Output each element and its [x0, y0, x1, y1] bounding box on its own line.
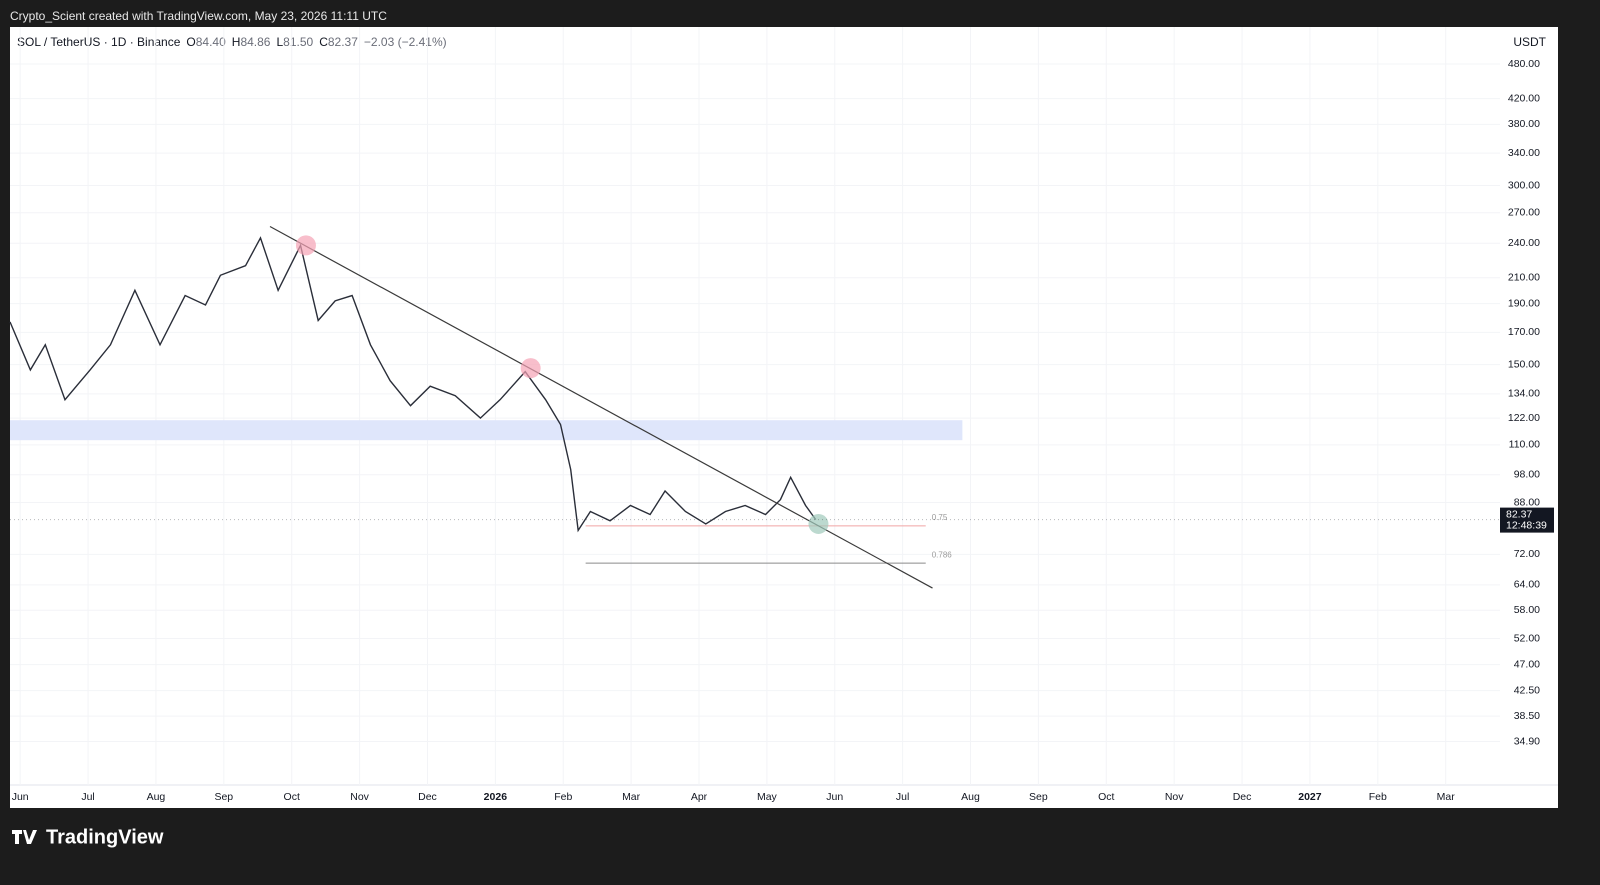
x-tick-label: Mar	[1437, 791, 1456, 803]
chart-panel	[10, 27, 1558, 808]
change: −2.03 (−2.41%)	[364, 35, 447, 49]
marker	[295, 235, 316, 256]
marker	[520, 358, 541, 379]
ohlc-label: L	[276, 35, 283, 49]
x-tick-label: Jun	[826, 791, 843, 803]
x-tick-label: Nov	[350, 791, 369, 803]
y-tick-label: 340.00	[1508, 147, 1540, 159]
x-tick-label: Aug	[961, 791, 980, 803]
y-tick-label: 88.00	[1514, 496, 1540, 508]
x-tick-label: Nov	[1165, 791, 1184, 803]
x-tick-label: Sep	[1029, 791, 1048, 803]
fib-label: 0.786	[932, 550, 953, 559]
x-tick-label: Dec	[1233, 791, 1252, 803]
x-tick-label: 2027	[1298, 791, 1322, 803]
y-tick-label: 52.00	[1514, 632, 1540, 644]
y-tick-label: 240.00	[1508, 237, 1540, 249]
y-tick-label: 42.50	[1514, 684, 1540, 696]
y-tick-label: 480.00	[1508, 58, 1540, 70]
y-tick-label: 300.00	[1508, 179, 1540, 191]
y-tick-label: 72.00	[1514, 548, 1540, 560]
chart-title: SOL / TetherUS · 1D · Binance	[17, 35, 181, 49]
x-tick-label: Sep	[214, 791, 233, 803]
ohlc-value: 81.50	[283, 35, 313, 49]
x-tick-label: Mar	[622, 791, 641, 803]
y-tick-label: 270.00	[1508, 207, 1540, 219]
currency: USDT	[1513, 35, 1546, 49]
y-tick-label: 380.00	[1508, 118, 1540, 130]
y-tick-label: 150.00	[1508, 358, 1540, 370]
x-tick-label: Feb	[1369, 791, 1387, 803]
y-tick-label: 134.00	[1508, 388, 1540, 400]
x-tick-label: Apr	[691, 791, 708, 803]
ohlc-label: O	[186, 35, 195, 49]
ohlc-label: H	[232, 35, 241, 49]
ohlc-value: 84.40	[196, 35, 226, 49]
y-tick-label: 210.00	[1508, 272, 1540, 284]
x-tick-label: Feb	[554, 791, 572, 803]
marker	[808, 513, 829, 534]
y-tick-label: 34.90	[1514, 735, 1540, 747]
y-tick-label: 64.00	[1514, 579, 1540, 591]
logo-icon	[12, 830, 37, 844]
fib-label: 0.75	[932, 513, 948, 522]
y-tick-label: 98.00	[1514, 468, 1540, 480]
y-tick-label: 122.00	[1508, 412, 1540, 424]
countdown: 12:48:39	[1506, 519, 1547, 531]
ohlc-value: 84.86	[240, 35, 270, 49]
ohlc-value: 82.37	[328, 35, 358, 49]
x-tick-label: Jun	[12, 791, 29, 803]
last-price-label: 82.37	[1506, 508, 1532, 520]
x-tick-label: Oct	[1098, 791, 1114, 803]
price-line	[9, 236, 817, 533]
zone	[10, 420, 963, 441]
y-tick-label: 190.00	[1508, 297, 1540, 309]
y-tick-label: 170.00	[1508, 326, 1540, 338]
x-tick-label: Dec	[418, 791, 437, 803]
y-tick-label: 38.50	[1514, 710, 1540, 722]
y-tick-label: 110.00	[1509, 439, 1540, 451]
credit: Crypto_Scient created with TradingView.c…	[10, 9, 387, 23]
x-tick-label: Oct	[284, 791, 300, 803]
x-tick-label: 2026	[484, 791, 508, 803]
last-price-box	[1500, 507, 1554, 533]
y-tick-label: 420.00	[1508, 92, 1540, 104]
ohlc-label: C	[319, 35, 328, 49]
x-tick-label: Jul	[81, 791, 94, 803]
logo-text: TradingView	[46, 826, 164, 848]
x-tick-label: May	[757, 791, 778, 803]
y-tick-label: 47.00	[1514, 658, 1540, 670]
x-tick-label: Aug	[147, 791, 166, 803]
y-tick-label: 58.00	[1514, 604, 1540, 616]
logo: TradingView	[12, 826, 164, 848]
x-tick-label: Jul	[896, 791, 909, 803]
